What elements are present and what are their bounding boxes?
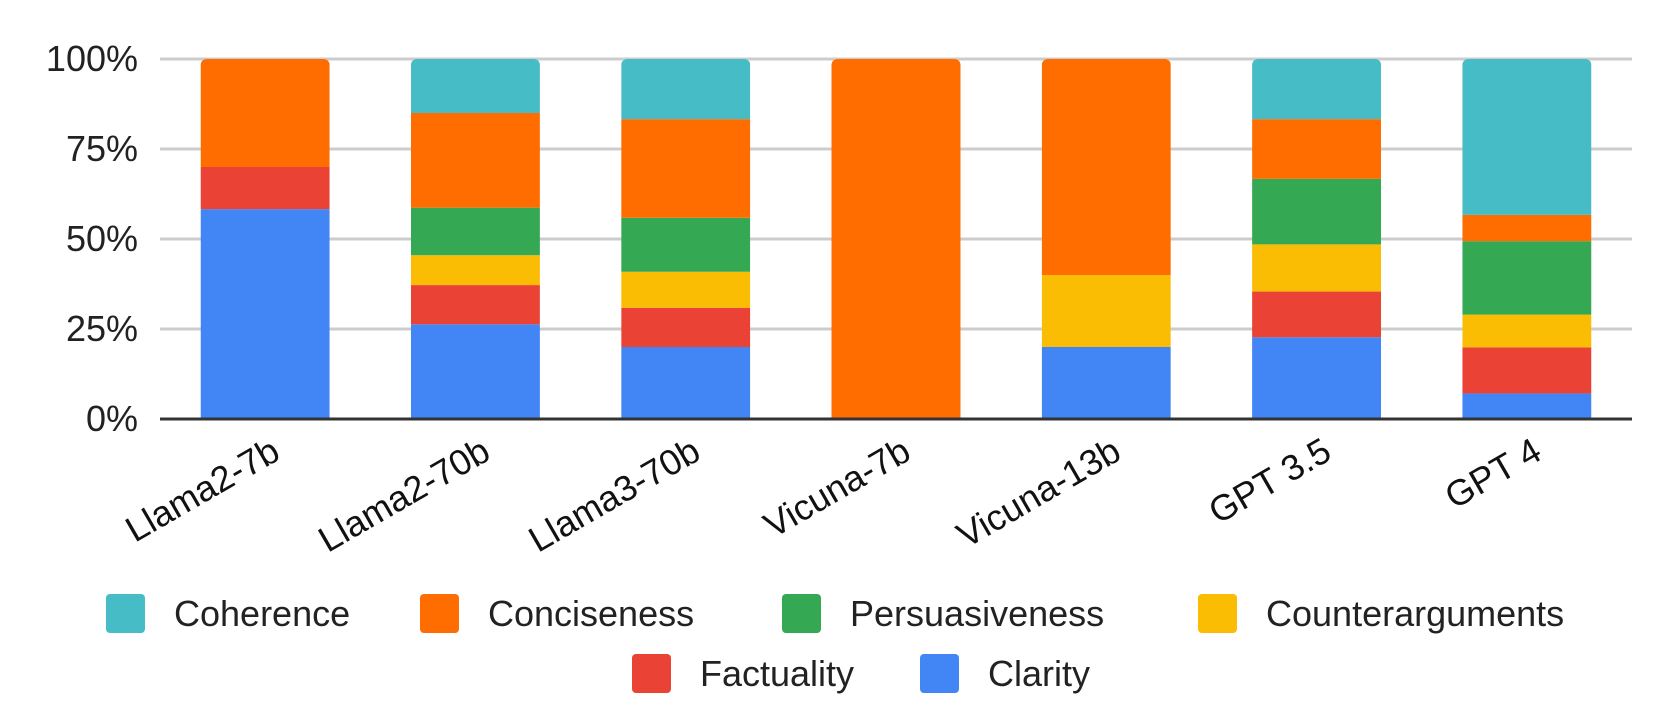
bar-stack [410,59,540,419]
bar-segment [1252,59,1382,120]
legend-label: Clarity [988,653,1090,694]
legend-label: Conciseness [488,593,694,634]
x-tick-label: Llama3-70b [522,429,707,560]
bar-segment [1041,275,1171,347]
y-tick-label: 50% [66,218,138,259]
x-tick-label: Vicuna-7b [757,429,917,545]
legend-swatch [920,654,959,693]
bar-segment [1041,59,1171,275]
y-axis-ticks: 0% 25% 50% 75% 100% [46,38,138,439]
bar-segment [621,307,751,347]
bar-segment [831,59,961,419]
bars [200,59,1592,419]
y-tick-label: 0% [86,398,138,439]
y-tick-label: 75% [66,128,138,169]
legend-swatch [782,594,821,633]
bar-segment [410,207,540,256]
bar-segment [410,324,540,419]
bar-segment [621,347,751,419]
legend-swatch [632,654,671,693]
legend-label: Counterarguments [1266,593,1564,634]
x-tick-label: Llama2-7b [118,429,286,550]
bar-segment [1252,244,1382,292]
bar-segment [410,113,540,208]
y-tick-label: 25% [66,308,138,349]
bar-segment [621,271,751,308]
bar-segment [1462,241,1592,315]
legend-label: Persuasiveness [850,593,1104,634]
bar-segment [1462,59,1592,215]
bar-segment [1252,291,1382,338]
x-tick-label: Llama2-70b [311,429,496,560]
bar-segment [1462,314,1592,348]
bar-stack [621,59,751,419]
legend-label: Coherence [174,593,350,634]
x-tick-label: GPT 3.5 [1202,429,1338,531]
bar-stack [200,59,330,419]
bar-segment [1252,178,1382,245]
bar-segment [621,59,751,120]
bar-segment [410,59,540,113]
legend-swatch [1198,594,1237,633]
bar-stack [1041,59,1171,419]
bar-segment [410,285,540,325]
bar-stack [831,59,961,419]
bar-stack [1462,59,1592,419]
bar-segment [621,119,751,218]
x-tick-label: Vicuna-13b [950,429,1128,555]
bar-segment [410,255,540,286]
legend-swatch [106,594,145,633]
bar-stack [1252,59,1382,419]
bar-segment [1041,347,1171,419]
x-axis-labels: Llama2-7b Llama2-70b Llama3-70b Vicuna-7b Vi… [118,429,1548,560]
bar-segment [1252,337,1382,419]
bar-segment [200,167,330,210]
bar-segment [200,59,330,167]
y-tick-label: 100% [46,38,138,79]
legend-label: Factuality [700,653,854,694]
legend-swatch [420,594,459,633]
bar-segment [1462,393,1592,419]
legend: Coherence Conciseness Persuasiveness Counte… [106,593,1564,694]
bar-segment [1252,119,1382,179]
x-tick-label: GPT 4 [1438,429,1548,516]
bar-segment [1462,214,1592,242]
bar-segment [621,217,751,272]
bar-segment [1462,347,1592,394]
bar-segment [200,209,330,419]
